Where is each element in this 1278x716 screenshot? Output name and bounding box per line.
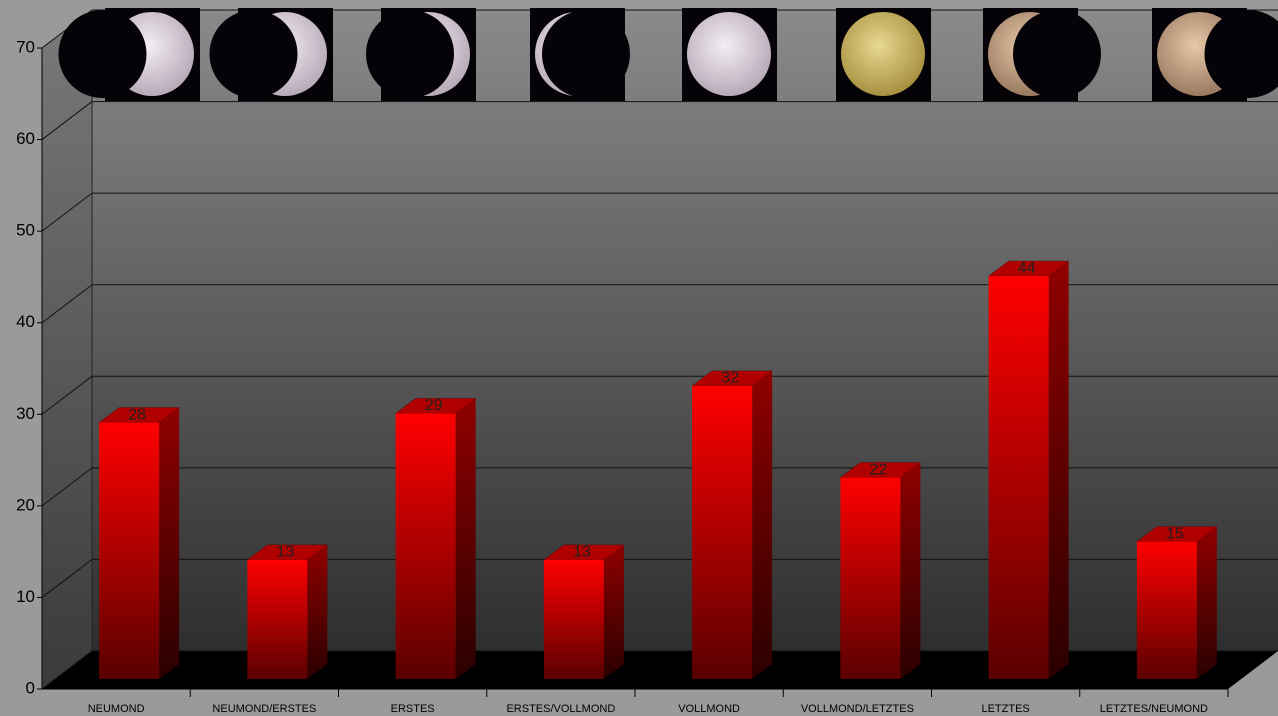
side-wall [42,10,92,689]
x-tick-label: ERSTES/VOLLMOND [506,703,615,715]
bar-side [159,407,180,679]
y-tick-label: 70 [16,37,35,56]
x-tick-label: ERSTES [391,703,435,715]
grid-line [41,284,93,324]
bar [395,413,456,679]
bar [1136,541,1197,679]
bar-side [900,462,921,679]
bar [543,559,604,679]
grid-line [41,467,93,507]
bar-side [455,398,476,679]
moon-shadow [1013,10,1101,98]
x-tick-label: NEUMOND [88,703,145,715]
y-tick-label: 30 [16,404,35,423]
floor [42,651,1278,689]
bar-side [307,544,328,679]
moon [841,12,925,96]
moon-shadow [209,10,298,98]
value-label: 22 [869,461,887,478]
grid-line [41,375,93,415]
y-tick-label: 40 [16,312,35,331]
x-tick-label: LETZTES/NEUMOND [1100,703,1208,715]
value-label: 28 [128,406,146,423]
moon-shadow [58,10,147,98]
value-label: 44 [1018,260,1036,277]
x-tick-label: VOLLMOND [678,703,740,715]
moon-shadow [542,10,630,98]
bar-side [1196,526,1217,679]
bar-side [1048,261,1069,679]
bar [692,385,753,679]
y-tick-label: 20 [16,495,35,514]
moon-shadow [366,10,454,98]
y-tick-label: 10 [16,587,35,606]
grid-line [41,559,93,598]
grid-line [41,101,93,140]
value-label: 13 [276,544,294,561]
y-tick-label: 0 [26,678,35,697]
bar [99,422,160,679]
value-label: 15 [1166,525,1184,542]
bar [840,477,901,679]
value-label: 32 [721,370,739,387]
moon [687,12,771,96]
bar [988,276,1049,679]
moon-shadow [1204,10,1278,98]
y-tick-label: 50 [16,221,35,240]
x-tick-label: NEUMOND/ERSTES [212,703,316,715]
grid-line [41,192,93,232]
x-tick-label: LETZTES [981,703,1029,715]
grid-line [41,650,93,690]
back-wall [92,10,1278,651]
value-label: 13 [573,544,591,561]
y-tick-label: 60 [16,129,35,148]
bar-side [603,544,624,679]
value-label: 29 [425,397,443,414]
bar-side [752,370,773,679]
bar [247,559,308,679]
x-tick-label: VOLLMOND/LETZTES [801,703,914,715]
